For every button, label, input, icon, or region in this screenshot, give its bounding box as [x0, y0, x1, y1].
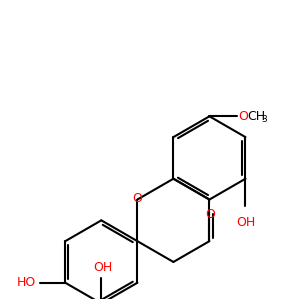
Text: O: O: [132, 192, 142, 205]
Text: OH: OH: [94, 261, 113, 274]
Text: 3: 3: [261, 115, 267, 124]
Text: HO: HO: [16, 276, 36, 289]
Text: OH: OH: [236, 216, 255, 230]
Text: O: O: [206, 208, 215, 221]
Text: CH: CH: [247, 110, 265, 123]
Text: O: O: [238, 110, 248, 123]
